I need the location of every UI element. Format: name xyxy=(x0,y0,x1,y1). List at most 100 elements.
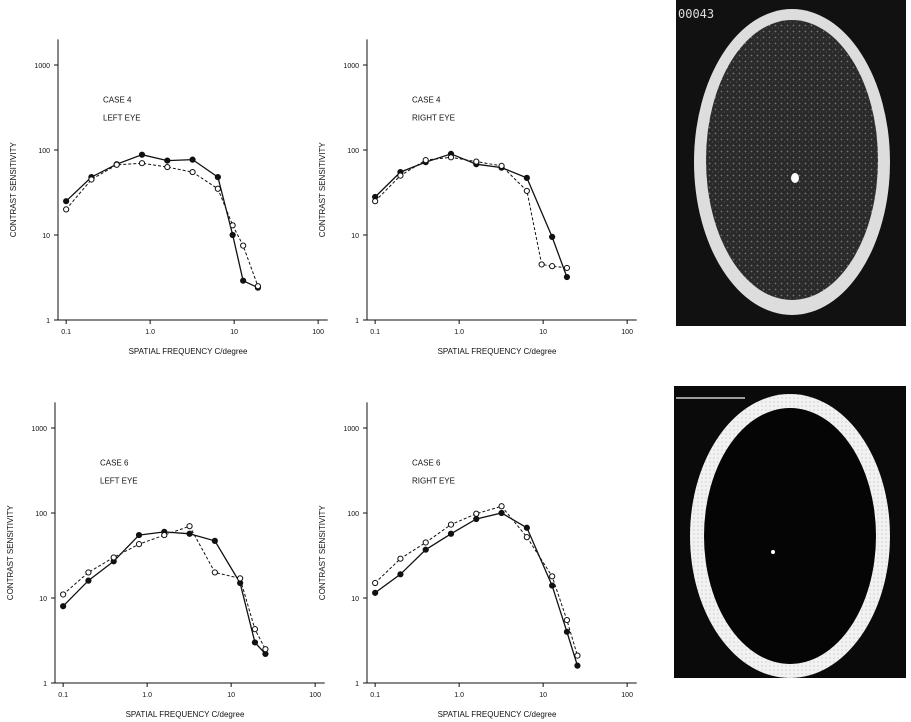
x-tick-label: 0.1 xyxy=(58,692,68,699)
data-point xyxy=(252,627,257,632)
y-axis-label: CONTRAST SENSITIVITY xyxy=(318,142,327,238)
data-point xyxy=(373,590,378,595)
data-point xyxy=(474,516,479,521)
chart-panel: 1 10 100 1000 0.1 1.0 10 100 SPATIAL FREQUENCY C… xyxy=(9,39,328,356)
data-point xyxy=(114,162,119,167)
series-line xyxy=(375,513,577,666)
data-point xyxy=(398,572,403,577)
x-tick-label: 100 xyxy=(312,329,324,336)
data-point xyxy=(241,278,246,283)
series-line xyxy=(375,506,577,655)
annotation: LEFT EYE xyxy=(103,113,141,122)
data-point xyxy=(550,234,555,239)
data-point xyxy=(215,186,220,191)
annotation: CASE 4 xyxy=(103,95,132,104)
annotation: RIGHT EYE xyxy=(412,476,455,485)
data-point xyxy=(190,157,195,162)
y-tick-label: 1000 xyxy=(31,426,47,433)
x-tick-label: 10 xyxy=(539,329,547,336)
data-point xyxy=(162,532,167,537)
y-tick-label: 1 xyxy=(355,318,359,325)
data-point xyxy=(64,199,69,204)
y-tick-label: 100 xyxy=(347,148,359,155)
x-tick-label: 0.1 xyxy=(370,692,380,699)
data-point xyxy=(564,617,569,622)
x-axis-label: SPATIAL FREQUENCY C/degree xyxy=(129,347,248,356)
x-tick-label: 1.0 xyxy=(145,329,155,336)
x-tick-label: 10 xyxy=(230,329,238,336)
y-tick-label: 100 xyxy=(38,148,50,155)
data-point xyxy=(398,173,403,178)
data-point xyxy=(550,574,555,579)
x-tick-label: 1.0 xyxy=(454,692,464,699)
y-tick-label: 1 xyxy=(46,318,50,325)
data-point xyxy=(187,524,192,529)
data-point xyxy=(61,592,66,597)
x-axis-label: SPATIAL FREQUENCY C/degree xyxy=(126,710,245,719)
data-point xyxy=(86,578,91,583)
data-point xyxy=(263,647,268,652)
image-label: 00043 xyxy=(678,7,714,21)
series-line xyxy=(375,157,567,268)
data-point xyxy=(564,265,569,270)
series-line xyxy=(66,163,258,286)
data-point xyxy=(230,223,235,228)
x-axis-label: SPATIAL FREQUENCY C/degree xyxy=(438,710,557,719)
x-tick-label: 10 xyxy=(539,692,547,699)
data-point xyxy=(448,531,453,536)
data-point xyxy=(111,555,116,560)
y-tick-label: 1 xyxy=(43,681,47,688)
data-point xyxy=(474,511,479,516)
y-axis-label: CONTRAST SENSITIVITY xyxy=(9,142,18,238)
data-point xyxy=(423,158,428,163)
data-point xyxy=(187,531,192,536)
data-point xyxy=(524,175,529,180)
series-line xyxy=(63,526,265,649)
data-point xyxy=(398,556,403,561)
y-tick-label: 100 xyxy=(35,511,47,518)
data-point xyxy=(241,243,246,248)
data-point xyxy=(89,177,94,182)
data-point xyxy=(230,232,235,237)
y-tick-label: 10 xyxy=(351,233,359,240)
data-point xyxy=(215,174,220,179)
y-tick-label: 1000 xyxy=(34,63,50,70)
data-point xyxy=(139,152,144,157)
y-tick-label: 10 xyxy=(42,233,50,240)
x-tick-label: 100 xyxy=(621,329,633,336)
series-line xyxy=(63,532,265,654)
figure: 00043 1 10 100 1000 0.1 1.0 10 100 SPATIAL FREQU… xyxy=(0,0,911,722)
data-point xyxy=(564,274,569,279)
annotation: CASE 4 xyxy=(412,95,441,104)
data-point xyxy=(575,653,580,658)
data-point xyxy=(499,504,504,509)
annotation: LEFT EYE xyxy=(100,476,138,485)
data-point xyxy=(550,583,555,588)
x-tick-label: 0.1 xyxy=(370,329,380,336)
annotation: CASE 6 xyxy=(100,458,129,467)
data-point xyxy=(448,522,453,527)
y-tick-label: 10 xyxy=(351,596,359,603)
y-tick-label: 1 xyxy=(355,681,359,688)
data-point xyxy=(165,164,170,169)
data-point xyxy=(136,532,141,537)
data-point xyxy=(252,640,257,645)
data-point xyxy=(212,538,217,543)
x-tick-label: 1.0 xyxy=(142,692,152,699)
y-tick-label: 100 xyxy=(347,511,359,518)
data-point xyxy=(423,547,428,552)
ct-scan-bottom xyxy=(674,386,906,678)
data-point xyxy=(136,542,141,547)
y-axis-label: CONTRAST SENSITIVITY xyxy=(6,505,15,601)
x-tick-label: 100 xyxy=(309,692,321,699)
data-point xyxy=(139,161,144,166)
data-point xyxy=(524,535,529,540)
data-point xyxy=(448,155,453,160)
data-point xyxy=(64,207,69,212)
data-point xyxy=(373,580,378,585)
data-point xyxy=(524,188,529,193)
x-tick-label: 0.1 xyxy=(61,329,71,336)
